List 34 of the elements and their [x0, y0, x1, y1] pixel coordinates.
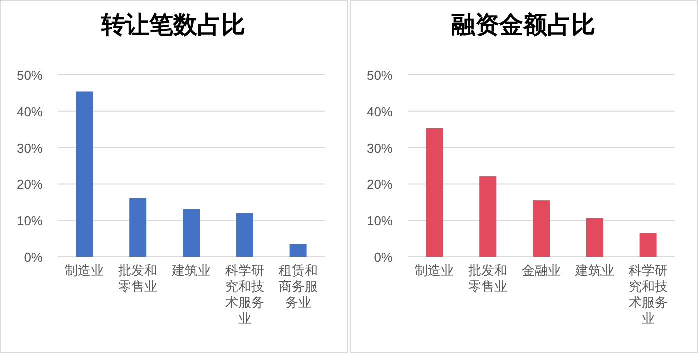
x-tick-label: 建筑业: [171, 264, 211, 279]
bar: [480, 176, 497, 257]
x-tick-label: 批发和零售业: [468, 264, 508, 295]
bar: [236, 213, 254, 257]
y-tick-label: 50%: [16, 68, 44, 83]
y-tick-label: 50%: [366, 68, 394, 83]
x-tick-label: 科学研究和技术服务业: [628, 264, 668, 327]
bar: [426, 128, 444, 257]
x-tick-label: 建筑业: [574, 264, 614, 279]
bar: [290, 244, 307, 257]
x-tick-label: 科学研究和技术服务业: [225, 264, 264, 327]
y-tick-label: 20%: [16, 177, 44, 192]
x-tick-label: 批发和零售业: [118, 264, 158, 295]
x-tick-label: 制造业: [415, 264, 454, 279]
bar: [533, 200, 550, 257]
y-tick-label: 30%: [16, 140, 44, 156]
chart-title: 转让笔数占比: [100, 10, 246, 39]
y-tick-label: 20%: [366, 177, 394, 192]
y-tick-label: 10%: [366, 214, 394, 229]
bar: [586, 218, 604, 257]
y-tick-label: 10%: [16, 214, 44, 229]
bar: [183, 209, 200, 257]
y-tick-label: 30%: [366, 140, 394, 156]
y-tick-label: 40%: [16, 104, 44, 120]
y-tick-label: 0%: [24, 250, 44, 265]
x-tick-label: 金融业: [522, 264, 561, 279]
bar: [130, 198, 147, 257]
bar: [640, 233, 657, 257]
x-tick-label: 租赁和商务服务业: [278, 264, 318, 311]
chart-title: 融资金额占比: [452, 10, 596, 39]
y-tick-label: 40%: [366, 104, 394, 120]
y-tick-label: 0%: [374, 250, 394, 265]
bar: [76, 92, 94, 257]
x-tick-label: 制造业: [65, 264, 104, 279]
